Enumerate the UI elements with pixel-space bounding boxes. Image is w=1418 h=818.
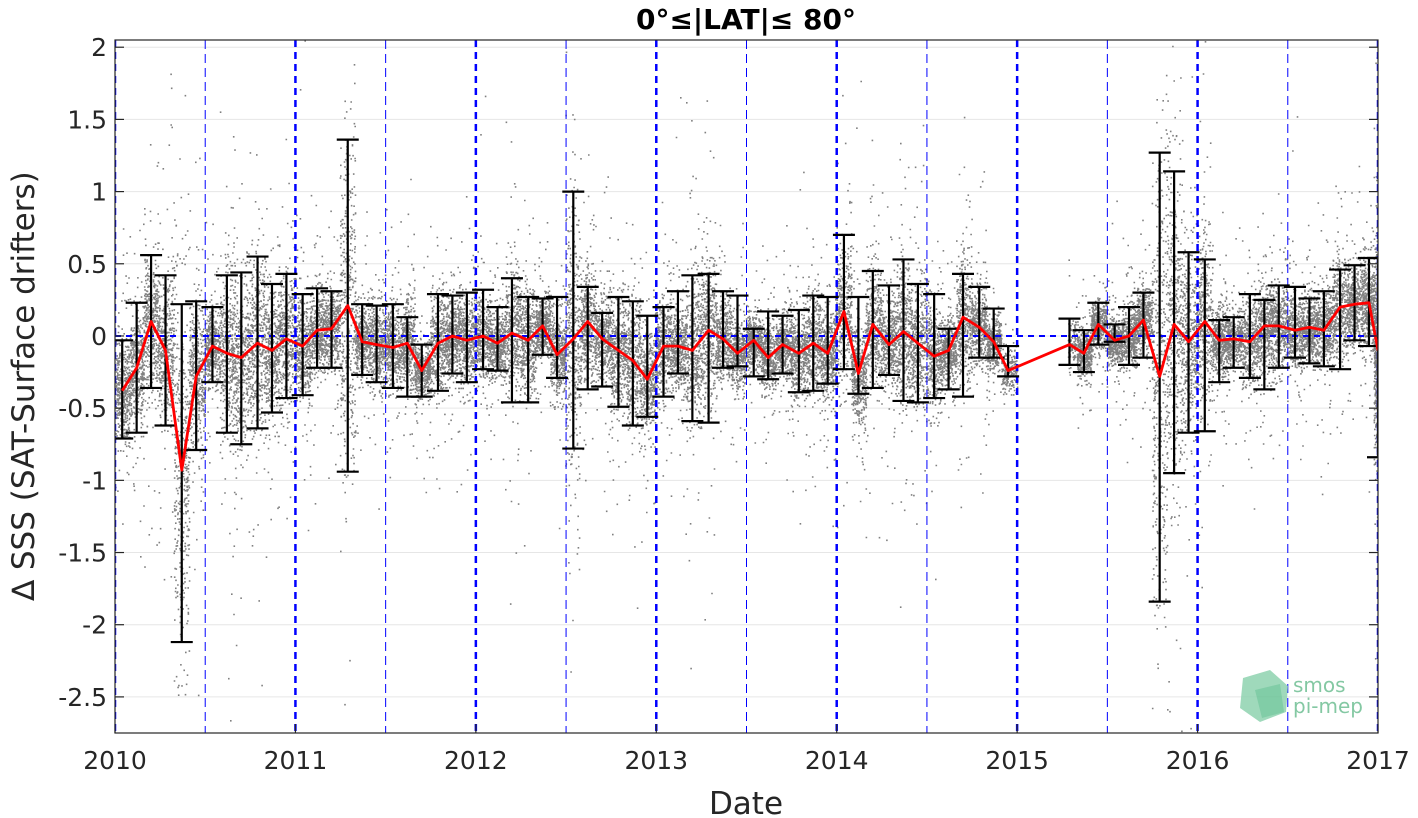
y-tick-label: 1 bbox=[91, 178, 107, 207]
x-tick-label: 2010 bbox=[83, 746, 147, 775]
y-tick-label: -1 bbox=[82, 466, 107, 495]
error-bar bbox=[712, 290, 735, 369]
x-tick-label: 2012 bbox=[444, 746, 508, 775]
y-tick-label: -2 bbox=[82, 611, 107, 640]
error-bar bbox=[275, 272, 298, 400]
error-bar bbox=[1208, 318, 1231, 384]
x-tick-label: 2013 bbox=[624, 746, 688, 775]
error-bar bbox=[742, 327, 765, 378]
error-bar bbox=[832, 233, 855, 371]
error-bar bbox=[757, 310, 780, 381]
error-bar bbox=[1329, 268, 1352, 371]
error-bar bbox=[1253, 298, 1276, 391]
year-lines bbox=[115, 40, 1378, 733]
error-bar bbox=[652, 305, 675, 398]
logo-text-line2: pi-mep bbox=[1293, 694, 1363, 718]
error-bar bbox=[201, 305, 224, 384]
y-tick-label: 0 bbox=[91, 322, 107, 351]
x-tick-label: 2015 bbox=[985, 746, 1049, 775]
error-bar bbox=[1163, 170, 1186, 475]
y-tick-label: -0.5 bbox=[58, 394, 107, 423]
error-bar bbox=[697, 272, 720, 424]
y-tick-label: 1.5 bbox=[67, 105, 107, 134]
error-bar bbox=[1222, 316, 1245, 369]
error-bar bbox=[1298, 297, 1321, 365]
error-bar bbox=[1058, 317, 1081, 366]
error-bar bbox=[1367, 256, 1378, 459]
error-bar bbox=[847, 295, 870, 395]
error-bar bbox=[1238, 293, 1261, 379]
error-bar bbox=[472, 288, 495, 371]
error-bar bbox=[546, 295, 569, 379]
x-axis-label: Date bbox=[709, 786, 783, 818]
error-bar bbox=[260, 282, 283, 414]
error-bar bbox=[861, 269, 884, 390]
axis-ticks: 2 1.5 1 0.5 0 -0.5 -1 -1.5 -2 -2.5 2010 2011 2012 201… bbox=[58, 33, 1410, 775]
error-bar bbox=[441, 294, 464, 375]
error-bar bbox=[486, 305, 509, 372]
smos-pi-mep-logo: smos pi-mep bbox=[1240, 670, 1363, 722]
error-bar bbox=[878, 284, 901, 377]
error-bar bbox=[952, 272, 975, 398]
error-bar bbox=[1343, 264, 1366, 342]
mean-line-path bbox=[121, 301, 1378, 472]
error-bar bbox=[621, 300, 644, 427]
chart-title: 0°≤|LAT|≤ 80° bbox=[636, 3, 856, 36]
logo-text-line1: smos bbox=[1293, 673, 1346, 697]
error-bar bbox=[517, 295, 540, 404]
x-tick-label: 2011 bbox=[264, 746, 328, 775]
error-bar bbox=[455, 291, 478, 384]
logo-mark-shade bbox=[1255, 684, 1284, 718]
error-bar bbox=[1284, 285, 1307, 359]
error-bar bbox=[562, 190, 585, 450]
error-bar bbox=[787, 308, 810, 394]
error-bar bbox=[816, 295, 839, 385]
x-tick-label: 2016 bbox=[1166, 746, 1230, 775]
error-bar bbox=[636, 314, 659, 418]
error-bar bbox=[892, 258, 915, 403]
x-tick-label: 2014 bbox=[805, 746, 869, 775]
error-bar bbox=[576, 285, 599, 391]
error-bar bbox=[170, 303, 193, 644]
error-bar bbox=[937, 327, 960, 391]
mean-line bbox=[121, 301, 1378, 472]
error-bar bbox=[923, 293, 946, 400]
x-tick-label: 2017 bbox=[1346, 746, 1410, 775]
error-bar bbox=[666, 290, 689, 375]
y-axis-label: ∆ SSS (SAT-Surface drifters) bbox=[6, 171, 42, 601]
y-tick-label: 0.5 bbox=[67, 250, 107, 279]
y-tick-label: -2.5 bbox=[58, 683, 107, 712]
y-tick-label: 2 bbox=[91, 33, 107, 62]
error-bar bbox=[591, 311, 614, 388]
error-bar bbox=[1193, 258, 1216, 433]
y-tick-label: -1.5 bbox=[58, 539, 107, 568]
plot-frame bbox=[114, 39, 1379, 734]
